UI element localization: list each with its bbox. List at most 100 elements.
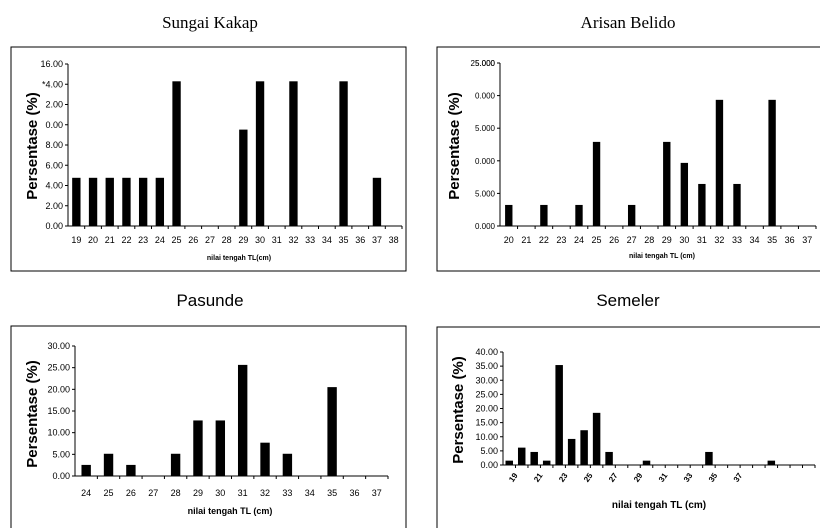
x-tick-label: 38 bbox=[389, 235, 399, 245]
x-tick-label: 22 bbox=[539, 235, 549, 245]
x-tick-label: 31 bbox=[697, 235, 707, 245]
x-tick-label: 25 bbox=[104, 488, 114, 498]
bar bbox=[505, 460, 513, 465]
chart-title: Sungai Kakap bbox=[162, 13, 258, 32]
chart-semeler: Semeler Persentase (%) nilai tengah TL (… bbox=[436, 291, 820, 528]
x-tick-label: 36 bbox=[349, 488, 359, 498]
bar bbox=[260, 442, 270, 476]
y-tick-label: 0.00 bbox=[45, 120, 63, 130]
x-tick-label: 31 bbox=[272, 235, 282, 245]
x-tick-label: 37 bbox=[802, 235, 812, 245]
bar bbox=[592, 412, 601, 465]
y-tick-label: 15.00 bbox=[475, 418, 498, 428]
x-tick-label: 20 bbox=[504, 235, 514, 245]
x-tick-label: 30 bbox=[255, 235, 265, 245]
chart-sungai-kakap: Sungai Kakap Persentase (%) nilai tengah… bbox=[10, 13, 407, 272]
y-axis-label: Persentase (%) bbox=[24, 92, 41, 200]
y-tick-label: 25.00 bbox=[47, 363, 70, 373]
bar bbox=[88, 177, 98, 226]
x-tick-label: 36 bbox=[355, 235, 365, 245]
y-tick-label: 5.000 bbox=[475, 124, 496, 133]
bar bbox=[698, 183, 706, 226]
y-axis-label: Persentase (%) bbox=[24, 360, 41, 468]
x-tick-label: 35 bbox=[339, 235, 349, 245]
y-tick-label: 25.00 bbox=[475, 389, 498, 399]
x-tick-label: 26 bbox=[609, 235, 619, 245]
x-tick-label: 29 bbox=[193, 488, 203, 498]
y-tick-label: 0.00 bbox=[45, 221, 63, 231]
y-tick-label: 5.000 bbox=[475, 59, 496, 68]
x-tick-label: 25 bbox=[592, 235, 602, 245]
bar bbox=[592, 141, 601, 226]
y-tick-label: 40.00 bbox=[475, 347, 498, 357]
y-tick-label: 30.00 bbox=[475, 375, 498, 385]
y-tick-label: 15.00 bbox=[47, 406, 70, 416]
x-tick-label: 34 bbox=[750, 235, 760, 245]
bar bbox=[72, 177, 81, 226]
y-tick-label: 0.000 bbox=[475, 92, 496, 101]
x-tick-label: 19 bbox=[71, 235, 81, 245]
x-tick-label: 28 bbox=[171, 488, 181, 498]
x-tick-label: 22 bbox=[121, 235, 131, 245]
bar bbox=[126, 464, 136, 476]
x-tick-label: 36 bbox=[785, 235, 795, 245]
bar bbox=[282, 453, 293, 476]
x-tick-label: 33 bbox=[282, 488, 292, 498]
y-tick-label: 16.00 bbox=[40, 59, 63, 69]
y-tick-label: 6.00 bbox=[45, 160, 63, 170]
bar bbox=[138, 177, 148, 226]
bar bbox=[505, 204, 513, 226]
x-tick-label: 34 bbox=[305, 488, 315, 498]
bar bbox=[172, 81, 181, 226]
x-tick-label: 21 bbox=[105, 235, 115, 245]
bar bbox=[170, 453, 181, 476]
y-tick-label: 8.00 bbox=[45, 140, 63, 150]
bar bbox=[255, 81, 265, 226]
x-tick-label: 32 bbox=[714, 235, 724, 245]
x-tick-label: 20 bbox=[88, 235, 98, 245]
bar bbox=[715, 99, 724, 226]
bar bbox=[642, 460, 651, 465]
bar bbox=[239, 129, 248, 226]
bar bbox=[768, 99, 776, 226]
bar bbox=[575, 204, 583, 226]
y-axis-label: Persentase (%) bbox=[446, 92, 463, 200]
y-tick-label: 2.00 bbox=[45, 100, 63, 110]
x-tick-label: 27 bbox=[148, 488, 158, 498]
bar bbox=[122, 177, 131, 226]
bar bbox=[705, 451, 713, 465]
y-tick-label: 10.00 bbox=[47, 428, 70, 438]
x-axis-label: nilai tengah TL (cm) bbox=[629, 253, 695, 260]
x-tick-label: 23 bbox=[556, 235, 566, 245]
x-tick-label: 27 bbox=[627, 235, 637, 245]
bar bbox=[580, 430, 588, 465]
x-tick-label: 35 bbox=[327, 488, 337, 498]
x-tick-label: 30 bbox=[215, 488, 225, 498]
chart-arisan-belido: Arisan Belido Persentase (%) nilai tenga… bbox=[436, 13, 820, 272]
y-axis-label: Persentase (%) bbox=[450, 356, 467, 464]
x-axis-label: nilai tengah TL(cm) bbox=[207, 255, 271, 262]
x-tick-label: 25 bbox=[172, 235, 182, 245]
x-tick-label: 23 bbox=[138, 235, 148, 245]
x-tick-label: 24 bbox=[81, 488, 91, 498]
x-tick-label: 28 bbox=[644, 235, 654, 245]
y-tick-label: 25.000 bbox=[471, 59, 496, 68]
bar bbox=[605, 451, 613, 465]
bar bbox=[663, 141, 671, 226]
x-tick-label: 29 bbox=[662, 235, 672, 245]
x-tick-label: 31 bbox=[238, 488, 248, 498]
x-tick-label: 34 bbox=[322, 235, 332, 245]
y-tick-label: 5.00 bbox=[480, 446, 498, 456]
y-tick-label: 20.00 bbox=[475, 404, 498, 414]
bar bbox=[237, 364, 248, 476]
bar bbox=[767, 460, 776, 465]
x-axis-label: nilai tengah TL (cm) bbox=[612, 500, 706, 511]
bar bbox=[517, 447, 526, 465]
bar bbox=[372, 177, 382, 226]
y-tick-label: 0.00 bbox=[52, 471, 70, 481]
bar bbox=[542, 460, 551, 465]
x-tick-label: 32 bbox=[288, 235, 298, 245]
y-tick-label: *4.00 bbox=[42, 79, 63, 89]
x-tick-label: 26 bbox=[188, 235, 198, 245]
